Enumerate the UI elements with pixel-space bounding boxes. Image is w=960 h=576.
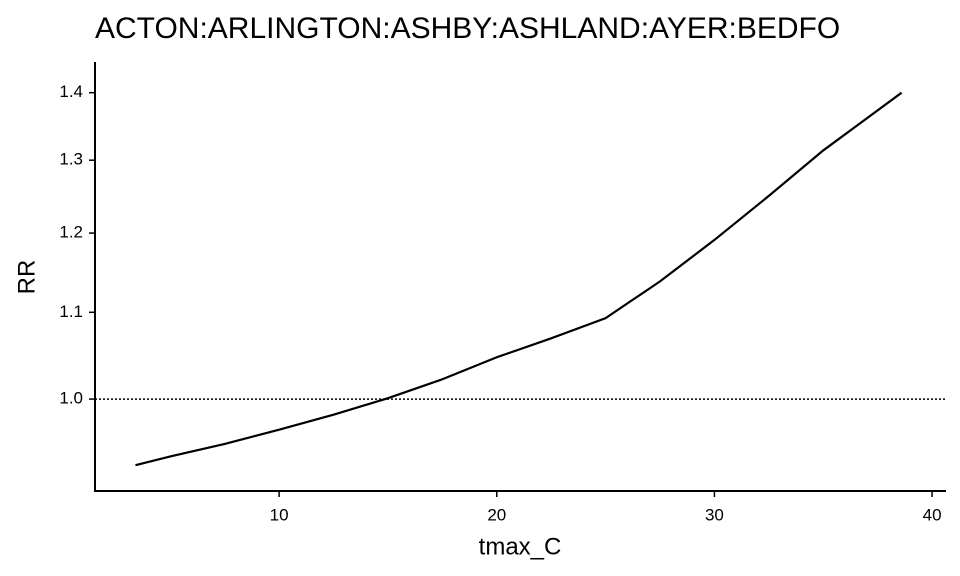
x-tick-label: 20	[487, 505, 506, 524]
y-tick-label: 1.2	[59, 223, 83, 242]
x-tick-label: 30	[705, 505, 724, 524]
chart-title: ACTON:ARLINGTON:ASHBY:ASHLAND:AYER:BEDFO	[95, 12, 840, 45]
y-axis-label: RR	[13, 260, 40, 295]
y-tick-label: 1.0	[59, 389, 83, 408]
y-tick-label: 1.1	[59, 302, 83, 321]
x-axis-label: tmax_C	[479, 533, 562, 560]
x-tick-label: 40	[923, 505, 942, 524]
x-tick-label: 10	[270, 505, 289, 524]
y-tick-label: 1.4	[59, 82, 83, 101]
y-tick-label: 1.3	[59, 150, 83, 169]
line	[135, 91, 903, 467]
